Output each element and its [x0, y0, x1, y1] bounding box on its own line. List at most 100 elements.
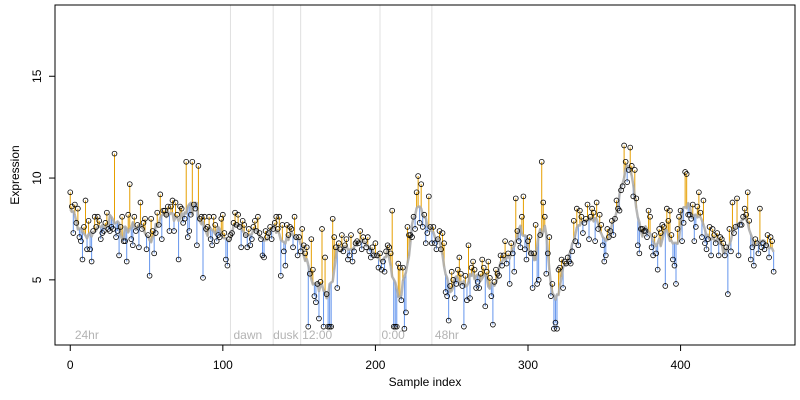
data-point [720, 240, 727, 247]
y-tick-label: 5 [30, 276, 44, 283]
data-point [340, 248, 347, 255]
data-point [679, 238, 685, 244]
data-point [242, 232, 249, 238]
data-point [398, 297, 405, 304]
data-point [238, 244, 244, 251]
data-point [145, 232, 151, 238]
data-point [439, 230, 446, 236]
data-point [329, 215, 336, 222]
data-point [302, 250, 309, 257]
data-point [331, 234, 338, 240]
data-point [627, 144, 634, 151]
data-point [715, 252, 722, 259]
data-point [241, 222, 247, 228]
data-point [642, 228, 649, 234]
data-point [580, 230, 586, 236]
data-point [249, 236, 255, 242]
data-point [770, 268, 777, 275]
data-point [113, 234, 119, 240]
data-point [662, 283, 669, 289]
data-point [361, 238, 368, 244]
data-point [517, 244, 524, 251]
data-point [738, 222, 745, 228]
data-point [554, 325, 560, 332]
data-point [383, 248, 389, 255]
data-point [310, 266, 316, 273]
data-point [548, 293, 554, 299]
y-axis: 5 10 15 [30, 69, 55, 283]
data-point [677, 207, 684, 214]
x-tick-label: 300 [518, 358, 538, 372]
section-label: 0:00 [382, 328, 406, 342]
data-point [293, 234, 299, 240]
data-point [114, 228, 121, 234]
data-point [387, 250, 394, 257]
y-tick-label: 10 [30, 171, 44, 185]
data-point [171, 228, 177, 234]
data-point [155, 222, 162, 228]
data-point [311, 293, 318, 299]
data-point [728, 248, 734, 255]
data-point [621, 142, 627, 149]
data-point [435, 236, 441, 242]
data-point [729, 199, 736, 206]
data-point [667, 207, 673, 214]
data-point [612, 215, 618, 222]
data-point [693, 224, 699, 230]
data-point [593, 199, 600, 206]
data-point [128, 236, 135, 242]
data-point [403, 309, 409, 316]
data-point [416, 220, 423, 226]
data-point [183, 158, 190, 165]
data-point [97, 236, 104, 242]
data-point [212, 222, 219, 228]
data-point [426, 193, 432, 200]
data-point [221, 230, 228, 236]
data-point [551, 325, 557, 332]
data-point [400, 264, 406, 271]
data-point [364, 234, 371, 240]
data-point [451, 295, 458, 301]
data-point [699, 234, 705, 240]
data-point [131, 213, 138, 220]
data-point [606, 234, 612, 240]
data-point [326, 323, 333, 330]
data-point [744, 189, 751, 196]
data-point [255, 213, 261, 220]
data-point [165, 203, 171, 210]
data-point [297, 248, 304, 255]
data-point [371, 252, 377, 259]
data-point [73, 220, 80, 226]
data-point [200, 275, 206, 281]
data-point [313, 299, 319, 306]
data-point [404, 224, 411, 230]
data-point [209, 242, 215, 249]
data-point [483, 268, 490, 275]
data-point [278, 272, 284, 279]
data-point [685, 211, 691, 218]
data-point [325, 323, 331, 330]
data-point [488, 293, 495, 299]
data-point [421, 211, 428, 218]
data-point [281, 248, 287, 255]
data-point [159, 236, 165, 242]
data-point [343, 236, 350, 242]
x-axis-title: Sample index [389, 375, 462, 389]
data-point [538, 158, 545, 165]
x-tick-label: 400 [671, 358, 691, 372]
data-point [444, 293, 450, 299]
data-point [705, 236, 711, 242]
data-point [535, 277, 542, 283]
data-point [348, 232, 354, 238]
data-point [160, 207, 167, 214]
data-point [70, 230, 77, 236]
data-point [441, 240, 447, 247]
data-point [271, 220, 278, 226]
data-point [154, 209, 161, 216]
data-point [532, 222, 539, 228]
data-point [549, 281, 556, 287]
data-point [299, 226, 305, 232]
data-point [763, 242, 769, 249]
data-point [552, 319, 559, 326]
data-point [429, 240, 435, 247]
